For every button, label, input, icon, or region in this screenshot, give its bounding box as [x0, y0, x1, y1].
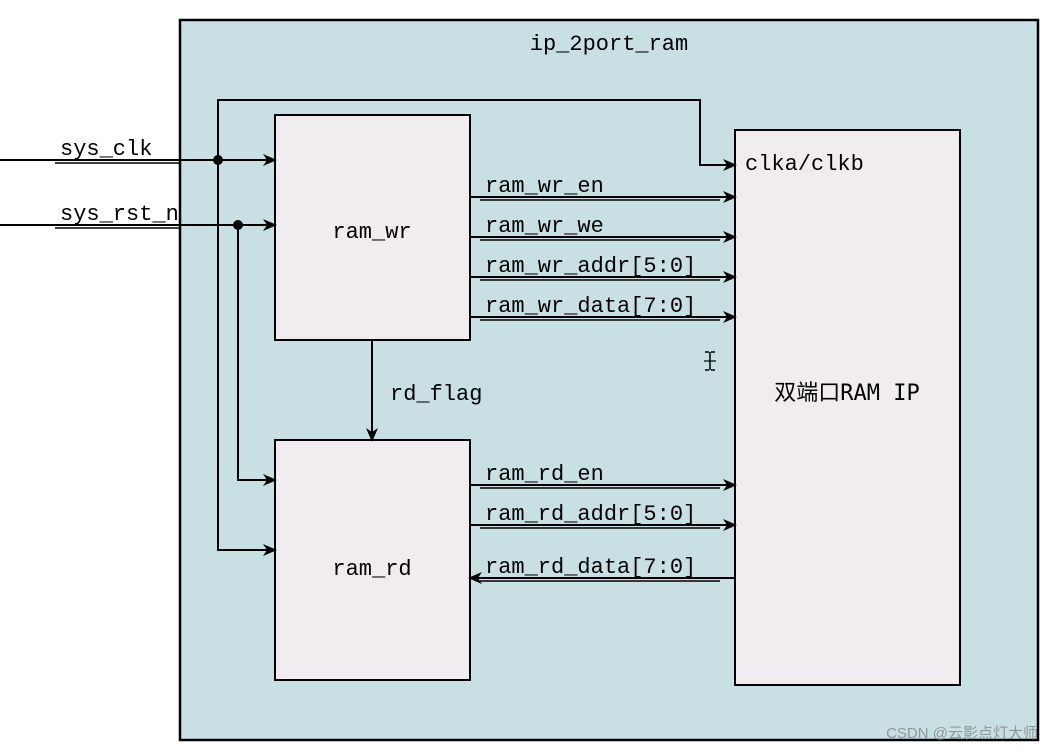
- label-ram-wr-data: ram_wr_data[7:0]: [485, 294, 696, 319]
- label-rd-flag: rd_flag: [390, 382, 482, 407]
- watermark: CSDN @云影点灯大师: [886, 725, 1038, 742]
- block-ram-wr-label: ram_wr: [332, 220, 411, 245]
- label-ram-wr-en: ram_wr_en: [485, 174, 604, 199]
- label-ram-rd-addr: ram_rd_addr[5:0]: [485, 502, 696, 527]
- block-ram-ip: [735, 130, 960, 685]
- label-ram-wr-we: ram_wr_we: [485, 214, 604, 239]
- label-ram-wr-addr: ram_wr_addr[5:0]: [485, 254, 696, 279]
- diagram-title: ip_2port_ram: [530, 32, 688, 57]
- block-ram-rd-label: ram_rd: [332, 557, 411, 582]
- label-sys-rst: sys_rst_n: [60, 202, 179, 227]
- label-ram-rd-data: ram_rd_data[7:0]: [485, 555, 696, 580]
- label-sys-clk: sys_clk: [60, 137, 152, 162]
- block-ram-ip-label: 双端口RAM IP: [774, 381, 919, 406]
- label-clka-clkb: clka/clkb: [745, 152, 864, 177]
- label-ram-rd-en: ram_rd_en: [485, 462, 604, 487]
